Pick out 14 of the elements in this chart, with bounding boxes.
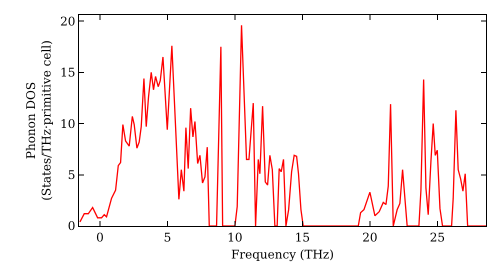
y-tick-label: 10 (60, 116, 76, 131)
x-tick-label: 5 (164, 230, 172, 245)
x-tick-label: 15 (294, 230, 310, 245)
y-axis-title: Phonon DOS (States/THz·primitive cell) (24, 40, 54, 201)
x-tick-label: 10 (227, 230, 243, 245)
x-axis-title: Frequency (THz) (231, 247, 334, 262)
y-tick-label: 0 (68, 219, 76, 234)
x-tick-label: 20 (362, 230, 378, 245)
x-tick-label: 25 (430, 230, 446, 245)
line-series (79, 24, 486, 226)
y-tick-label: 20 (60, 14, 76, 28)
y-tick-label: 15 (60, 66, 76, 80)
x-tick-label: 0 (96, 230, 104, 245)
y-tick-label: 5 (68, 168, 76, 182)
